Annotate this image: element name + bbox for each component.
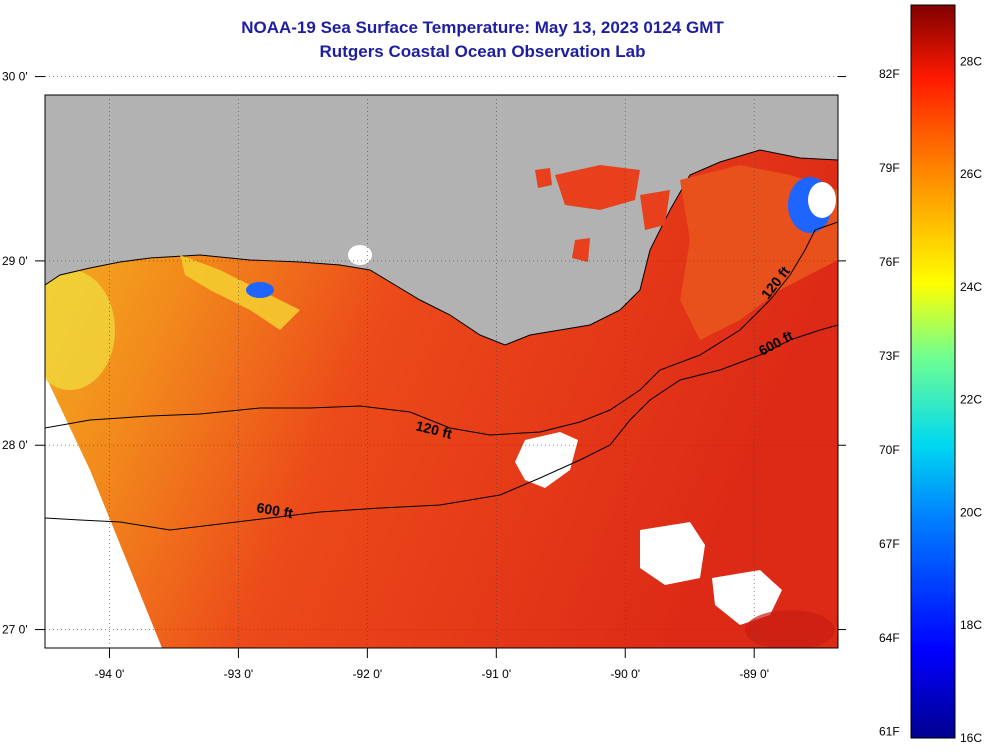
cloud-cover [348,245,372,265]
graticule: -94 0' -93 0' -92 0' -91 0' -90 0' -89 0' 27 0… [2,70,846,681]
cold-water-patch [246,282,274,298]
cloud-cover [808,182,836,218]
colorbar-celsius-label: 24C [960,280,982,294]
map-plot-area[interactable] [25,95,838,650]
land-mass [45,95,838,345]
cloud-cover [640,522,705,585]
lon-tick-label: -93 0' [224,667,254,681]
colorbar-celsius-label: 16C [960,731,982,745]
map-frame [44,94,839,649]
cool-nearshore-water [45,270,115,390]
colorbar-fahrenheit-label: 76F [879,255,900,269]
inland-lake [640,190,670,230]
colorbar-fahrenheit-label: 73F [879,349,900,363]
map-title: NOAA-19 Sea Surface Temperature: May 13,… [241,18,724,37]
lat-tick-label: 27 0' [2,623,28,637]
inland-lake [572,238,590,262]
cool-water-patch [180,255,300,330]
colorbar-fahrenheit-label: 67F [879,537,900,551]
colorbar-fahrenheit-label: 79F [879,161,900,175]
colorbar-fahrenheit-label: 64F [879,631,900,645]
inland-lake [535,168,552,188]
lon-tick-label: -90 0' [610,667,640,681]
colorbar-celsius-label: 18C [960,618,982,632]
colorbar-fahrenheit-label: 61F [879,725,900,739]
lon-tick-label: -89 0' [739,667,769,681]
lat-tick-label: 30 0' [2,70,28,84]
lon-tick-label: -94 0' [95,667,125,681]
colorbar-celsius-label: 26C [960,167,982,181]
colorbar-fahrenheit-label: 70F [879,443,900,457]
colorbar-fahrenheit-label: 82F [879,67,900,81]
colorbar-celsius-label: 22C [960,393,982,407]
swath-edge-nodata [45,375,162,648]
cloud-cover [515,432,578,488]
contour-120ft [45,221,838,436]
lon-tick-label: -92 0' [353,667,383,681]
inland-lake [555,165,640,210]
cloud-cover [712,570,782,625]
lon-tick-label: -91 0' [481,667,511,681]
map-subtitle: Rutgers Coastal Ocean Observation Lab [319,42,646,61]
contour-label-600ft: 600 ft [255,499,294,521]
contour-600ft [45,324,838,531]
lat-tick-label: 28 0' [2,438,28,452]
lat-tick-label: 29 0' [2,254,28,268]
colorbar-celsius-label: 28C [960,54,982,68]
colorbar [910,4,956,739]
colorbar-labels: 28C 26C 24C 22C 20C 18C 16C 82F 79F 76F 73F 70F 67F 6… [879,54,982,745]
warm-water-patch [745,610,835,648]
colorbar-celsius-label: 20C [960,505,982,519]
